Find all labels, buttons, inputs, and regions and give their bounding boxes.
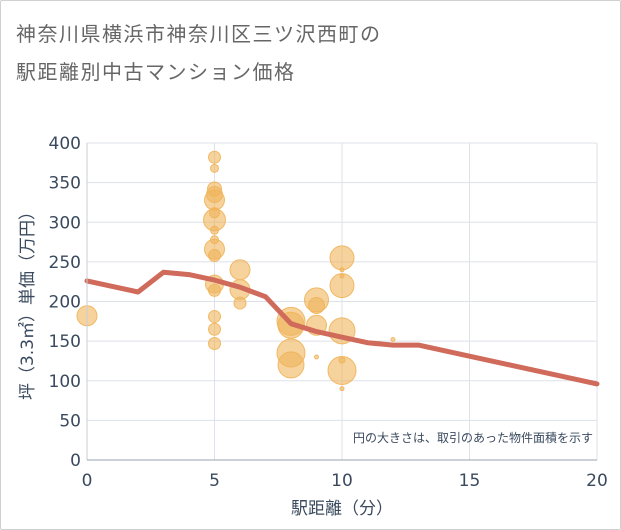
bubble-point — [390, 337, 396, 343]
bubble-point — [208, 310, 221, 324]
bubble-size-note: 円の大きさは、取引のあった物件面積を示す — [353, 430, 593, 445]
chart-title-line-1: 神奈川県横浜市神奈川区三ツ沢西町の — [16, 22, 382, 46]
bubble-point — [229, 259, 251, 281]
y-tick-label: 200 — [49, 293, 81, 313]
x-tick-label: 20 — [586, 471, 608, 491]
y-tick-label: 0 — [70, 451, 81, 471]
bubble-point — [208, 249, 221, 263]
bubble-point — [329, 273, 355, 299]
bubble-point — [208, 337, 221, 351]
bubble-point — [308, 296, 325, 314]
y-tick-label: 300 — [49, 213, 81, 233]
axes: 0 50 100 150 200 250 300 350 400 0 5 10 15 20 — [49, 134, 608, 491]
y-axis-title: 坪（3.3㎡）単価（万円） — [18, 203, 38, 400]
y-tick-label: 350 — [49, 174, 81, 194]
x-tick-label: 15 — [459, 471, 481, 491]
x-tick-label: 10 — [331, 471, 353, 491]
y-tick-label: 50 — [59, 411, 81, 431]
chart-title-line-2: 駅距離別中古マンション価格 — [16, 60, 296, 84]
y-tick-label: 400 — [49, 134, 81, 154]
bubble-point — [208, 322, 221, 336]
y-tick-label: 100 — [49, 372, 81, 392]
bubble-point — [277, 351, 305, 379]
bubble-point — [233, 296, 247, 310]
bubble-point — [329, 245, 355, 271]
x-tick-label: 5 — [209, 471, 220, 491]
bubble-point — [327, 355, 357, 385]
bubble-point — [314, 354, 319, 360]
bubbles-layer — [76, 150, 396, 392]
x-axis-title: 駅距離（分） — [291, 499, 393, 519]
bubble-point — [339, 267, 345, 273]
x-tick-label: 0 — [82, 471, 93, 491]
trend-line — [84, 269, 600, 387]
bubble-point — [339, 386, 345, 392]
bubble-point — [210, 225, 219, 235]
bubble-point — [208, 283, 221, 297]
y-tick-label: 150 — [49, 332, 81, 352]
bubble-point — [210, 163, 219, 173]
y-tick-label: 250 — [49, 253, 81, 273]
grid — [86, 142, 598, 461]
bubble-point — [204, 189, 225, 211]
bubble-point — [208, 150, 221, 164]
